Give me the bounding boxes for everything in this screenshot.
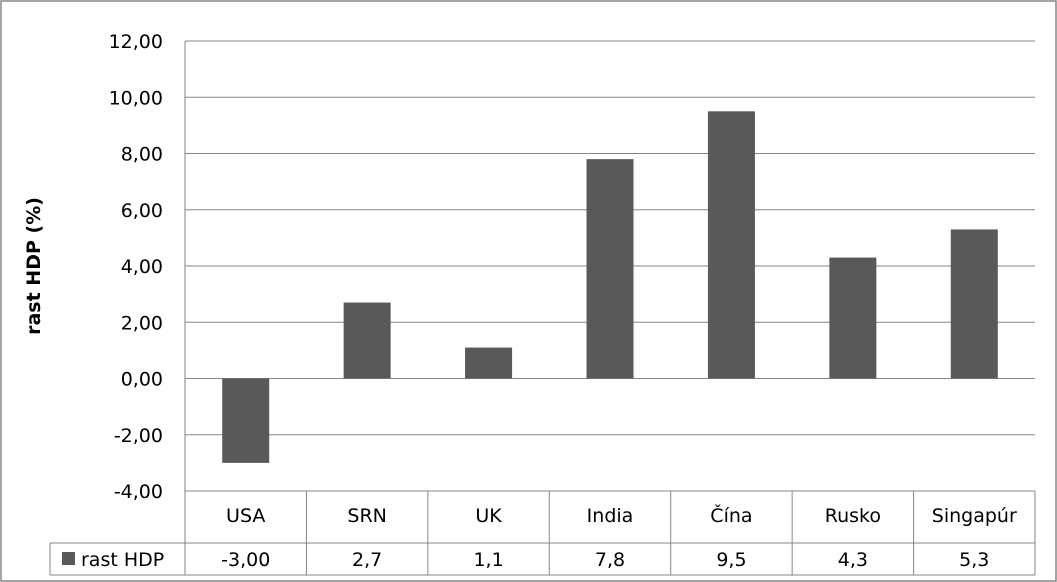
bar [586, 159, 634, 379]
bar [465, 347, 513, 379]
x-category-label: Čína [710, 503, 752, 527]
legend-label: rast HDP [81, 549, 164, 571]
y-tick-label: 2,00 [121, 312, 163, 334]
bar [222, 378, 270, 463]
data-table-value: 9,5 [716, 549, 746, 571]
bar [829, 257, 877, 379]
gridlines [184, 40, 1035, 575]
y-axis-ticks: -4,00 -2,00 0,00 2,00 4,00 6,00 8,00 10,00 12,00 [109, 31, 163, 503]
data-table-value: 1,1 [473, 549, 503, 571]
x-category-label: UK [475, 505, 502, 527]
y-tick-label: -4,00 [114, 481, 163, 503]
data-table-value: 5,3 [959, 549, 989, 571]
bar [707, 111, 755, 379]
y-tick-label: 8,00 [121, 144, 163, 166]
x-category-label: SRN [347, 505, 386, 527]
data-table-value: 2,7 [352, 549, 382, 571]
y-tick-label: 0,00 [121, 369, 163, 391]
data-table-value: 4,3 [838, 549, 868, 571]
data-table-value: 7,8 [595, 549, 625, 571]
y-tick-label: -2,00 [114, 425, 163, 447]
legend-key [62, 552, 75, 565]
y-tick-label: 6,00 [121, 200, 163, 222]
x-category-label: Singapúr [932, 505, 1017, 527]
x-category-label: India [587, 505, 634, 527]
data-table: USA -3,00 SRN 2,7 UK 1,1 India 7,8 Čína 9,5 Rusko 4… [49, 491, 1036, 576]
y-tick-label: 4,00 [121, 256, 163, 278]
bar [950, 229, 998, 379]
data-table-value: -3,00 [221, 549, 270, 571]
y-tick-label: 12,00 [109, 31, 163, 53]
y-axis-label: rast HDP (%) [23, 197, 45, 335]
x-category-label: Rusko [825, 505, 881, 527]
y-tick-label: 10,00 [109, 87, 163, 109]
bars [222, 111, 998, 463]
x-category-label: USA [226, 505, 265, 527]
bar [343, 302, 391, 379]
